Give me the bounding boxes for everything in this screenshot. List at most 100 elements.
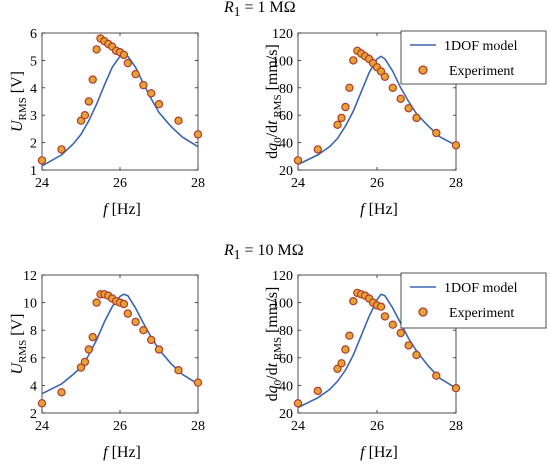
experiment-point: [337, 113, 346, 123]
experiment-point: [131, 69, 140, 79]
legend: 1DOF model Experiment: [400, 30, 547, 85]
experiment-point: [412, 113, 421, 123]
experiment-point: [313, 145, 322, 154]
experiment-point: [84, 345, 94, 354]
experiment-point: [174, 116, 183, 125]
x-tick-label: 24: [35, 419, 49, 434]
x-tick-label: 28: [191, 419, 205, 434]
experiment-point: [341, 102, 350, 112]
experiment-point: [84, 97, 94, 106]
x-tick-label: 26: [370, 419, 384, 434]
experiment-point: [337, 359, 346, 368]
y-axis-label: URMS [V]: [9, 71, 29, 132]
experiment-point: [396, 328, 405, 338]
y-tick-label: 20: [279, 164, 293, 179]
experiment-point: [131, 317, 140, 327]
y-tick-label: 12: [23, 269, 37, 284]
title-bottom-subscript: 1: [233, 247, 241, 263]
experiment-point: [432, 128, 441, 138]
model-line: [41, 293, 199, 395]
x-tick-label: 24: [35, 176, 49, 191]
chart-panel-2: 24 26 28 20 40 60 80 100 120 f [Hz] dq0/dt RMS [mm…: [264, 27, 547, 218]
y-tick-label: 40: [279, 137, 293, 152]
experiment-point: [293, 156, 303, 165]
experiment-point: [451, 384, 461, 393]
y-tick-label: 100: [272, 54, 293, 69]
y-axis-label: URMS [V]: [9, 313, 29, 374]
x-tick-label: 28: [191, 176, 205, 191]
y-tick-label: 60: [279, 109, 293, 124]
y-tick-label: 6: [30, 27, 37, 42]
legend-model-label: 1DOF model: [444, 39, 518, 54]
experiment-point: [154, 345, 164, 354]
x-tick-label: 24: [291, 419, 305, 434]
experiment-point: [451, 141, 461, 150]
x-tick-label: 26: [370, 176, 384, 191]
y-tick-label: 1: [30, 164, 37, 179]
x-tick-label: 28: [449, 419, 463, 434]
y-tick-label: 4: [30, 82, 37, 97]
experiment-point: [193, 130, 203, 139]
experiment-point: [193, 378, 203, 387]
y-tick-label: 4: [30, 379, 37, 394]
y-tick-label: 2: [30, 407, 37, 422]
experiment-point: [412, 350, 421, 360]
experiment-point: [139, 80, 148, 90]
experiment-point: [432, 371, 441, 380]
experiment-point: [388, 83, 397, 93]
x-axis-label: f [Hz]: [103, 444, 141, 461]
experiment-point: [345, 331, 354, 340]
experiment-point: [333, 120, 342, 130]
experiment-point: [174, 366, 183, 375]
experiment-point: [341, 345, 350, 354]
x-tick-label: 28: [449, 176, 463, 191]
experiment-point: [313, 386, 322, 396]
x-axis-label: f [Hz]: [360, 444, 398, 461]
experiment-point: [146, 89, 156, 98]
experiment-point: [376, 302, 386, 311]
experiment-point: [345, 83, 354, 93]
experiment-point: [92, 298, 101, 307]
y-tick-label: 80: [279, 324, 293, 339]
experiment-point: [76, 363, 86, 372]
x-tick-label: 26: [113, 176, 127, 191]
experiment-point: [123, 58, 133, 68]
experiment-point: [57, 388, 66, 397]
y-tick-label: 100: [272, 297, 293, 312]
title-bottom: R1 = 10 MΩ: [224, 242, 304, 263]
experiment-point: [139, 326, 148, 335]
experiment-point: [293, 399, 303, 408]
x-axis-label: f [Hz]: [360, 201, 398, 218]
experiment-point: [119, 299, 129, 309]
experiment-point: [80, 110, 90, 120]
experiment-point: [119, 50, 129, 60]
experiment-point: [349, 56, 358, 65]
legend-box: [400, 30, 547, 85]
chart-panel-1: 24 26 28 1 2 3 4 5 6 f [Hz] URMS [V]: [9, 27, 205, 218]
experiment-point: [404, 104, 413, 113]
experiment-point: [88, 332, 97, 342]
x-tick-label: 26: [113, 419, 127, 434]
title-top-value: = 1 MΩ: [240, 0, 296, 16]
legend-experiment-swatch: [418, 65, 428, 75]
experiment-point: [404, 341, 413, 350]
experiment-point: [154, 99, 164, 109]
y-axis-label: dq0/dt RMS [mm/s]: [264, 44, 284, 159]
legend-experiment-label: Experiment: [449, 64, 514, 79]
experiment-point: [37, 399, 47, 408]
y-tick-label: 3: [30, 109, 37, 124]
experiment-point: [388, 320, 397, 329]
experiment-point: [380, 72, 390, 82]
y-tick-label: 6: [30, 352, 37, 367]
y-tick-label: 8: [30, 324, 37, 339]
y-tick-label: 120: [272, 269, 293, 284]
experiment-point: [80, 357, 90, 367]
experiment-point: [146, 335, 156, 345]
x-tick-label: 24: [291, 176, 305, 191]
experiment-point: [88, 75, 97, 84]
legend-experiment-swatch: [418, 307, 428, 317]
title-bottom-symbol: R: [224, 242, 234, 259]
y-tick-label: 60: [279, 352, 293, 367]
